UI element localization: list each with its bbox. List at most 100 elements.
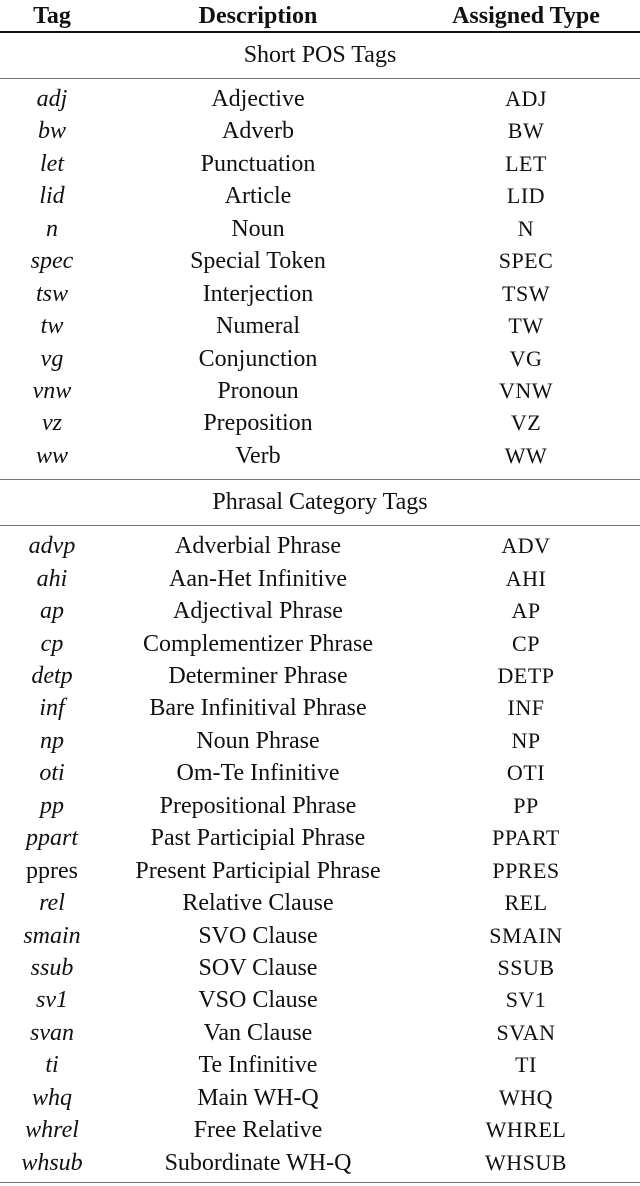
type-cell: SPEC <box>498 248 554 274</box>
type-cell: AHI <box>505 565 547 591</box>
tag-cell: ww <box>35 442 68 469</box>
tag-cell: ap <box>40 598 64 625</box>
tag-cell: sv1 <box>36 987 68 1014</box>
tag-cell: inf <box>39 695 65 722</box>
description-cell: Present Participial Phrase <box>135 857 381 884</box>
description-cell: Special Token <box>190 248 326 275</box>
table-row: rel Relative Clause REL <box>0 887 640 919</box>
table-row: advp Adverbial Phrase ADV <box>0 530 640 562</box>
table-row: whrel Free Relative WHREL <box>0 1114 640 1146</box>
tag-cell: smain <box>23 922 81 949</box>
table-row: svan Van Clause SVAN <box>0 1017 640 1049</box>
tag-cell: ppres <box>26 857 78 884</box>
description-cell: Om-Te Infinitive <box>176 760 340 787</box>
table-row: lid Article LID <box>0 180 640 212</box>
table-row: n Noun N <box>0 213 640 245</box>
description-cell: Prepositional Phrase <box>159 792 357 819</box>
header-type: Assigned Type <box>452 2 600 29</box>
table-row: vnw Pronoun VNW <box>0 375 640 407</box>
type-cell: VNW <box>498 377 554 403</box>
description-cell: Adverbial Phrase <box>175 533 341 560</box>
section-title: Short POS Tags <box>243 42 397 68</box>
table-row: ti Te Infinitive TI <box>0 1049 640 1081</box>
type-cell: PPART <box>492 825 560 851</box>
type-cell: WHSUB <box>485 1149 567 1175</box>
table-row: ppres Present Participial Phrase PPRES <box>0 855 640 887</box>
table-row: whq Main WH-Q WHQ <box>0 1082 640 1114</box>
table-row: oti Om-Te Infinitive OTI <box>0 757 640 789</box>
description-cell: SVO Clause <box>198 922 318 949</box>
tag-cell: vz <box>42 410 62 437</box>
description-cell: Te Infinitive <box>198 1052 318 1079</box>
section-title: Phrasal Category Tags <box>212 489 428 516</box>
tag-cell: lid <box>39 183 65 210</box>
type-cell: SVAN <box>496 1019 556 1045</box>
type-cell: INF <box>507 695 545 721</box>
header-rule <box>0 31 640 33</box>
description-cell: Punctuation <box>200 150 316 177</box>
table-row: np Noun Phrase NP <box>0 725 640 757</box>
tag-cell: svan <box>30 1019 74 1046</box>
tag-cell: detp <box>31 663 73 689</box>
tag-cell: oti <box>39 760 65 787</box>
table-row: ahi Aan-Het Infinitive AHI <box>0 563 640 595</box>
tag-cell: whq <box>31 1084 72 1111</box>
tag-cell: ahi <box>36 565 68 592</box>
type-cell: OTI <box>506 760 546 786</box>
description-cell: Relative Clause <box>182 890 334 917</box>
table-body: Short POS Tags adj Adjective ADJ bw Adverb BW l… <box>0 33 640 1183</box>
type-cell: TW <box>508 313 544 339</box>
type-cell: PPRES <box>492 857 560 883</box>
tag-cell: whrel <box>25 1117 79 1144</box>
table-row: ww Verb WW <box>0 440 640 472</box>
table-row: let Punctuation LET <box>0 148 640 180</box>
table-row: sv1 VSO Clause SV1 <box>0 984 640 1016</box>
section-end-rule <box>0 1182 640 1183</box>
type-cell: WHREL <box>485 1117 567 1143</box>
table-row: pp Prepositional Phrase PP <box>0 790 640 822</box>
type-cell: BW <box>507 118 545 144</box>
tag-cell: ti <box>45 1052 59 1079</box>
table-row: vg Conjunction VG <box>0 343 640 375</box>
type-cell: DETP <box>497 663 555 688</box>
table-row: tw Numeral TW <box>0 310 640 342</box>
table-row: detp Determiner Phrase DETP <box>0 660 640 692</box>
description-cell: Noun Phrase <box>196 727 320 754</box>
description-cell: Verb <box>235 442 281 469</box>
type-cell: AP <box>511 598 541 624</box>
tag-cell: bw <box>37 118 66 145</box>
type-cell: ADJ <box>505 86 547 111</box>
description-cell: Interjection <box>202 280 314 307</box>
table-row: tsw Interjection TSW <box>0 278 640 310</box>
type-cell: SSUB <box>497 954 555 980</box>
section-rule <box>0 525 640 527</box>
tag-cell: vg <box>40 345 64 372</box>
table-row: inf Bare Infinitival Phrase INF <box>0 692 640 724</box>
type-cell: LET <box>505 150 547 176</box>
type-cell: SMAIN <box>489 922 563 948</box>
description-cell: Adjective <box>211 86 305 112</box>
description-cell: VSO Clause <box>198 987 318 1014</box>
type-cell: WW <box>504 442 548 468</box>
description-cell: Determiner Phrase <box>168 663 348 689</box>
description-cell: Subordinate WH-Q <box>164 1149 352 1176</box>
tag-cell: advp <box>28 533 76 560</box>
section-rule <box>0 78 640 79</box>
table-row: ap Adjectival Phrase AP <box>0 595 640 627</box>
table-row: vz Preposition VZ <box>0 407 640 439</box>
tag-cell: pp <box>40 792 64 819</box>
spacer <box>0 472 640 479</box>
description-cell: Preposition <box>203 410 313 437</box>
tag-cell: n <box>46 215 58 242</box>
description-cell: Pronoun <box>217 377 299 404</box>
tag-cell: whsub <box>21 1149 83 1176</box>
type-cell: CP <box>512 630 540 656</box>
table-row: ppart Past Participial Phrase PPART <box>0 822 640 854</box>
description-cell: Conjunction <box>198 345 318 372</box>
type-cell: VG <box>509 345 543 371</box>
table-row: cp Complementizer Phrase CP <box>0 628 640 660</box>
description-cell: Free Relative <box>193 1117 323 1144</box>
type-cell: NP <box>511 727 541 753</box>
description-cell: Aan-Het Infinitive <box>169 565 347 592</box>
type-cell: TI <box>515 1052 537 1078</box>
